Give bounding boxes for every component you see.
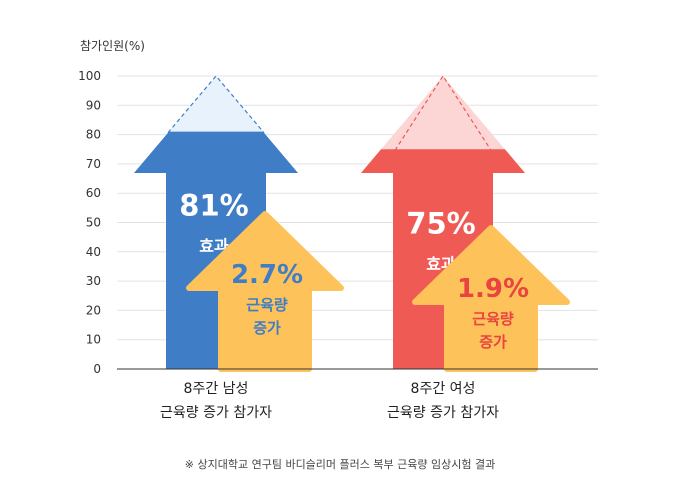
effect-arrow-dashed-outline: [394, 74, 492, 151]
y-tick-label: 0: [93, 362, 101, 376]
y-tick-label: 30: [86, 274, 101, 288]
muscle-gain-sub-label: 근육량: [472, 310, 514, 328]
category-label: 근육량 증가 참가자: [160, 405, 272, 421]
y-tick-label: 50: [86, 216, 101, 230]
y-axis-label: 참가인원(%): [80, 39, 145, 53]
category-label: 8주간 남성: [184, 381, 249, 397]
y-tick-label: 20: [86, 303, 101, 317]
y-tick-label: 80: [86, 128, 101, 142]
category-label: 근육량 증가 참가자: [387, 405, 499, 421]
muscle-gain-sub-label: 증가: [253, 319, 281, 337]
effect-arrow-dashed-outline: [167, 75, 265, 134]
y-tick-label: 60: [86, 186, 101, 200]
y-tick-label: 90: [86, 98, 101, 112]
muscle-gain-value-label: 2.7%: [231, 260, 303, 290]
y-axis-ticks: 0 10 20 30 40 50 60 70 80 90 100: [78, 69, 101, 376]
effect-sub-label: 효과: [199, 237, 229, 256]
effect-value-label: 81%: [179, 189, 248, 223]
effect-value-label: 75%: [406, 206, 475, 240]
y-tick-label: 100: [78, 69, 101, 83]
muscle-gain-value-label: 1.9%: [457, 274, 529, 304]
y-tick-label: 70: [86, 157, 101, 171]
effect-arrow-ghost: [361, 76, 525, 173]
muscle-gain-sub-label: 증가: [479, 333, 507, 351]
y-tick-label: 40: [86, 245, 101, 259]
muscle-gain-sub-label: 근육량: [246, 296, 288, 314]
category-label: 8주간 여성: [411, 381, 476, 397]
y-tick-label: 10: [86, 333, 101, 347]
footnote: ※ 상지대학교 연구팀 바디슬리머 플러스 복부 근육량 임상시험 결과: [185, 458, 495, 471]
